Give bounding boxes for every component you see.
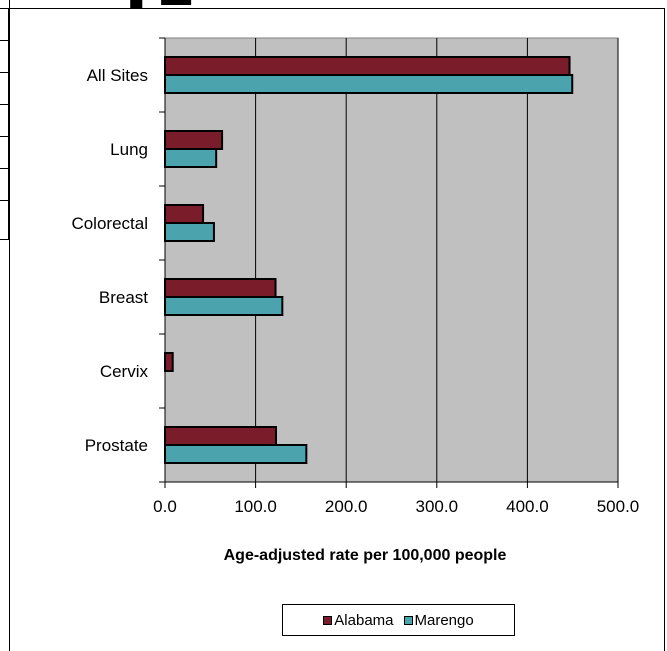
category-label-prostate: Prostate bbox=[85, 436, 148, 455]
bar-alabama-all-sites bbox=[164, 56, 571, 76]
gridlines bbox=[255, 38, 619, 482]
legend-item-marengo: Marengo bbox=[403, 611, 474, 629]
bar-alabama-lung bbox=[164, 130, 224, 150]
bar-alabama-breast bbox=[164, 278, 277, 298]
bar-alabama-colorectal bbox=[164, 204, 205, 224]
tick-labels: 0.0 100.0 200.0 300.0 400.0 500.0 bbox=[153, 497, 639, 516]
bar-alabama-cervix bbox=[164, 352, 174, 372]
category-label-cervix: Cervix bbox=[100, 362, 149, 381]
plot-area bbox=[164, 37, 619, 483]
legend-label-marengo: Marengo bbox=[414, 611, 474, 629]
bar-marengo-breast bbox=[164, 296, 284, 316]
bar-alabama-prostate bbox=[164, 426, 277, 446]
x-axis-label: Age-adjusted rate per 100,000 people bbox=[224, 547, 507, 564]
legend-item-alabama: Alabama bbox=[323, 611, 394, 629]
x-tick-label: 400.0 bbox=[506, 497, 549, 516]
bar-marengo-colorectal bbox=[164, 222, 215, 242]
category-label-breast: Breast bbox=[99, 288, 148, 307]
bar-marengo-prostate bbox=[164, 444, 308, 464]
bars bbox=[164, 56, 574, 464]
category-labels: All Sites Lung Colorectal Breast Cervix Prost… bbox=[71, 66, 148, 455]
bar-marengo-all-sites bbox=[164, 74, 574, 94]
frame-top-border bbox=[9, 8, 665, 9]
frame-left-border bbox=[9, 0, 10, 651]
axes bbox=[159, 37, 619, 488]
category-label-lung: Lung bbox=[110, 140, 148, 159]
legend: Alabama Marengo bbox=[282, 604, 515, 636]
x-tick-label: 0.0 bbox=[153, 497, 177, 516]
side-table-cell bbox=[0, 232, 9, 240]
x-tick-label: 500.0 bbox=[597, 497, 640, 516]
frame-right-border bbox=[664, 8, 665, 651]
cropped-heading-fragment: ▮ ▬ bbox=[128, 0, 198, 8]
legend-label-alabama: Alabama bbox=[334, 611, 394, 629]
legend-swatch-alabama bbox=[323, 615, 333, 625]
legend-swatch-marengo bbox=[403, 615, 413, 625]
x-tick-label: 200.0 bbox=[325, 497, 368, 516]
bar-marengo-lung bbox=[164, 148, 218, 168]
category-label-colorectal: Colorectal bbox=[71, 214, 148, 233]
x-tick-label: 300.0 bbox=[416, 497, 459, 516]
x-tick-label: 100.0 bbox=[234, 497, 277, 516]
category-label-all-sites: All Sites bbox=[87, 66, 148, 85]
